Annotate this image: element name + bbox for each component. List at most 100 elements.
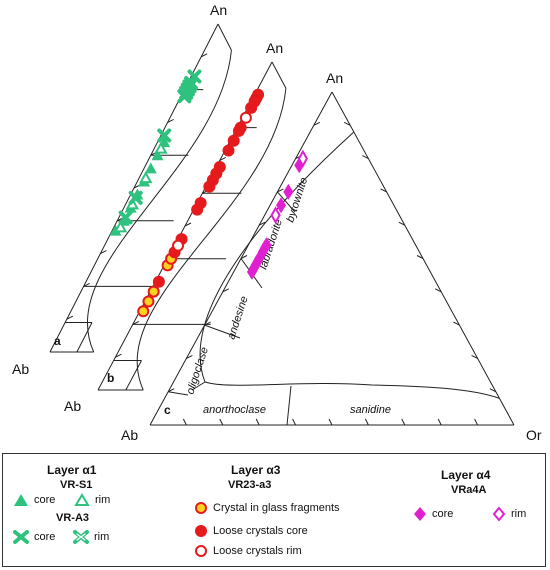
- data-points: [109, 69, 309, 318]
- data-point-diamond-filled: [276, 197, 287, 214]
- legend-item-label: Crystal in glass fragments: [213, 502, 340, 514]
- field-label-anorthoclase: anorthoclase: [203, 404, 266, 416]
- axis-tick: [66, 315, 74, 320]
- legend-item-label: core: [34, 494, 56, 506]
- axis-tick: [364, 418, 369, 426]
- panel-boundary: [87, 50, 232, 353]
- legend-item: Crystal in glass fragments: [194, 501, 340, 515]
- data-point-circle-filled: [245, 101, 258, 114]
- axis-tick: [292, 418, 297, 426]
- data-point-triangle-filled: [144, 162, 157, 174]
- axis-tick: [313, 121, 321, 126]
- legend-sample-name: VRa4A: [451, 484, 487, 496]
- field-label-andesine: andesine: [225, 295, 250, 341]
- field-line: [125, 360, 142, 391]
- legend-item-label: core: [34, 531, 56, 543]
- legend-item: core: [13, 493, 55, 507]
- solvus-curve: [199, 131, 500, 399]
- field-line: [286, 385, 292, 426]
- x-open-marker-icon: [73, 530, 89, 544]
- data-point-circle-yellow: [147, 285, 160, 298]
- legend-item: rim: [74, 493, 110, 507]
- field-label-oligoclase: oligoclase: [184, 346, 211, 396]
- axis-tick: [453, 321, 460, 326]
- ternary-diagram: An An An Ab Ab Ab Or a b c anorthoclase …: [12, 2, 542, 443]
- axis-tick: [434, 288, 442, 293]
- ternary-panel-b: [97, 61, 287, 391]
- data-point-x-filled: [118, 210, 133, 225]
- data-point-diamond-open: [270, 206, 281, 225]
- axis-tick: [186, 354, 193, 359]
- axis-tick: [398, 221, 406, 226]
- legend-item-label: Loose crystals rim: [213, 545, 302, 557]
- data-point-x-open: [177, 89, 192, 104]
- axis-tick: [204, 321, 211, 326]
- data-point-triangle-open: [139, 171, 153, 184]
- data-point-triangle-open: [154, 141, 168, 154]
- data-point-circle-open: [172, 239, 185, 252]
- circle-filled-marker-icon: [195, 525, 207, 537]
- data-point-triangle-open: [113, 220, 128, 233]
- ternary-panel-c: [149, 91, 515, 426]
- vertex-label-an-a: An: [210, 2, 227, 18]
- data-point-circle-yellow: [142, 295, 155, 308]
- field-line: [191, 381, 206, 391]
- axis-tick: [437, 418, 442, 426]
- panel-boundary: [136, 88, 287, 391]
- field-line: [277, 191, 296, 213]
- axis-tick: [219, 156, 227, 161]
- legend-layer-title: Layer α4: [441, 468, 491, 482]
- axis-tick: [115, 353, 122, 358]
- field-label-bytownite: bytownite: [284, 176, 310, 224]
- panel-label-c: c: [164, 403, 171, 417]
- vertex-label-or: Or: [526, 427, 542, 443]
- axis-tick: [380, 188, 387, 193]
- axis-tick: [258, 221, 266, 226]
- diamond-filled-marker-icon: [414, 507, 426, 521]
- data-point-diamond-open: [297, 149, 309, 168]
- vertex-label-an-c: An: [326, 70, 343, 86]
- legend-item: core: [13, 530, 55, 544]
- axis-tick: [222, 288, 230, 293]
- axis-tick: [219, 418, 224, 426]
- legend-sample-name: VR23-a3: [228, 479, 272, 491]
- axis-tick: [167, 118, 174, 123]
- legend-item-label: rim: [511, 508, 527, 520]
- data-point-diamond-filled: [283, 183, 294, 200]
- legend-item-label: core: [432, 508, 454, 520]
- x-filled-marker-icon: [13, 530, 29, 544]
- legend-layer-title: Layer α1: [47, 463, 97, 477]
- data-point-diamond-filled: [246, 263, 257, 280]
- circle-yellow-marker-icon: [195, 502, 207, 514]
- triangle-open-marker-icon: [74, 493, 90, 506]
- data-point-x-filled: [157, 128, 172, 143]
- panel-label-b: b: [107, 371, 114, 385]
- field-label-sanidine: sanidine: [350, 404, 391, 416]
- diamond-open-marker-icon: [492, 506, 506, 522]
- legend-item: Loose crystals rim: [194, 544, 302, 558]
- axis-tick: [401, 418, 406, 426]
- axis-tick: [416, 255, 424, 259]
- axis-tick: [240, 255, 248, 259]
- axis-tick: [343, 121, 351, 126]
- triangle-filled-marker-icon: [14, 494, 28, 506]
- panel-label-a: a: [54, 334, 61, 348]
- axis-tick: [328, 418, 333, 426]
- data-point-x-filled: [187, 69, 202, 84]
- vertex-label-an-b: An: [266, 40, 283, 56]
- legend-item: core: [413, 506, 453, 522]
- data-point-circle-yellow: [137, 305, 150, 318]
- axis-tick: [167, 388, 175, 393]
- data-point-x-filled: [128, 190, 143, 205]
- data-point-circle-filled: [191, 203, 204, 216]
- data-point-circle-filled: [222, 144, 235, 157]
- data-point-circle-filled: [203, 180, 216, 193]
- triangle-edge: [217, 23, 232, 51]
- vertex-label-ab-a: Ab: [12, 361, 29, 377]
- vertex-label-ab-b: Ab: [64, 398, 81, 414]
- data-point-x-open: [182, 79, 197, 94]
- legend-sample-name: VR-A3: [56, 512, 90, 524]
- axis-tick: [489, 388, 497, 393]
- legend: Layer α1 VR-S1 core rim VR-A3 core rim L…: [2, 453, 546, 567]
- triangle-edge: [271, 61, 287, 89]
